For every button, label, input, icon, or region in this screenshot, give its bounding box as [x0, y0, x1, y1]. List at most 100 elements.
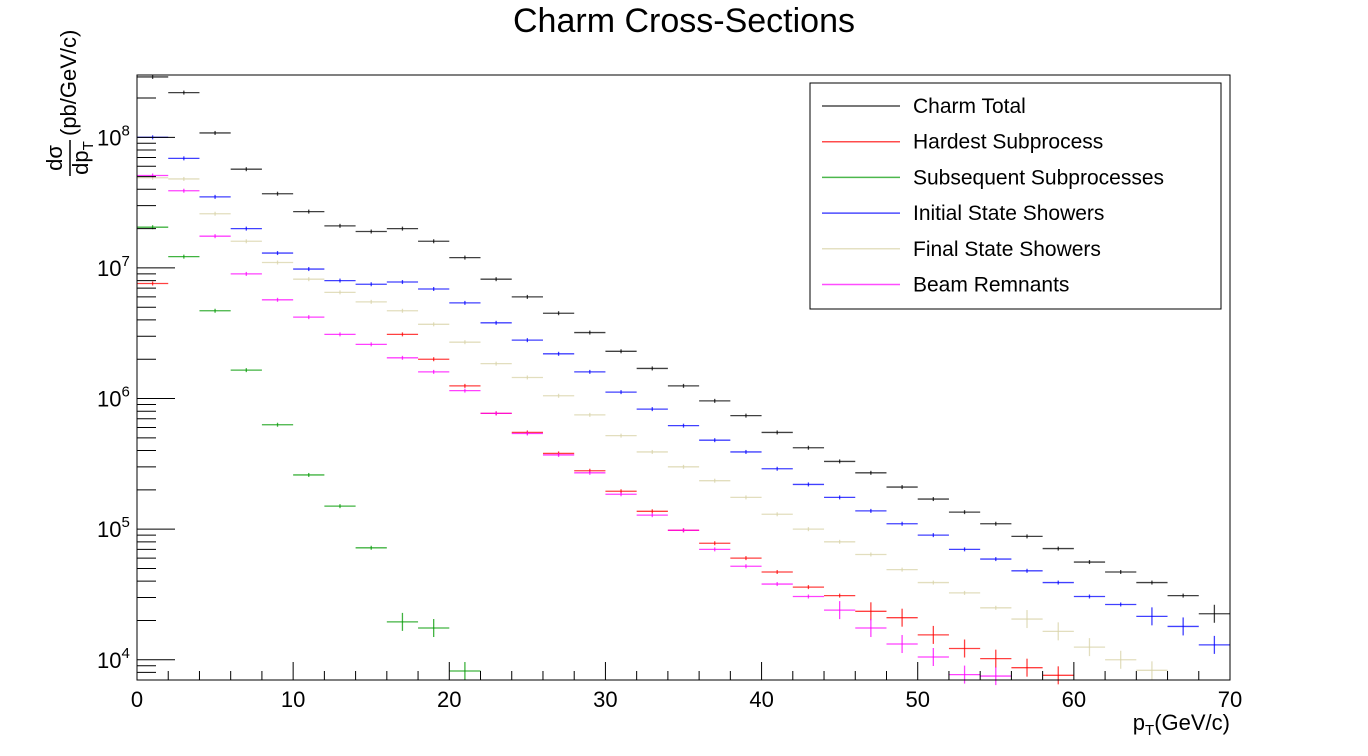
- data-point: [792, 585, 825, 590]
- data-point: [667, 464, 700, 469]
- data-point: [948, 590, 981, 595]
- data-point: [355, 342, 387, 347]
- data-point: [699, 547, 731, 552]
- data-point: [230, 368, 262, 373]
- axes: 0 10 20 30 40 50 60 70 104 105 106 107 108: [97, 74, 1242, 712]
- data-point: [261, 191, 294, 196]
- legend-item: Final State Showers: [822, 238, 1101, 261]
- data-point: [418, 619, 450, 638]
- data-point: [449, 383, 481, 388]
- x-axis-title-unit: (GeV/c): [1154, 710, 1230, 735]
- x-axis-title-sub: T: [1145, 722, 1154, 739]
- data-point: [761, 569, 793, 574]
- data-point: [168, 188, 200, 193]
- series-beam-remnants: [137, 173, 1012, 686]
- data-point: [168, 254, 200, 259]
- data-point: [574, 412, 606, 417]
- legend: Charm Total Hardest Subprocess Subsequent …: [809, 82, 1222, 310]
- y-tick-label: 107: [97, 253, 130, 281]
- data-point: [699, 438, 731, 443]
- data-point: [386, 355, 419, 360]
- data-point: [293, 277, 325, 282]
- data-point: [480, 320, 512, 325]
- data-point: [386, 308, 419, 313]
- data-point: [324, 504, 356, 509]
- data-point: [792, 594, 825, 599]
- data-point: [261, 260, 294, 265]
- data-point: [636, 513, 668, 518]
- data-layer: [137, 74, 1230, 686]
- data-point: [1198, 604, 1230, 623]
- data-point: [449, 255, 481, 260]
- y-axis-title-unit: (pb/GeV/c): [56, 30, 81, 136]
- data-point: [855, 508, 887, 513]
- data-point: [824, 459, 856, 464]
- data-point: [199, 194, 231, 199]
- data-point: [1073, 560, 1106, 565]
- data-point: [636, 449, 668, 454]
- data-point: [355, 229, 387, 234]
- x-axis-title: pT(GeV/c): [1133, 710, 1230, 739]
- data-point: [1011, 534, 1043, 539]
- data-point: [980, 557, 1012, 562]
- data-point: [1042, 546, 1074, 551]
- x-tick-label: 10: [281, 687, 305, 712]
- legend-item: Hardest Subprocess: [822, 131, 1103, 154]
- legend-label: Subsequent Subprocesses: [913, 166, 1164, 189]
- data-point: [324, 290, 356, 295]
- data-point: [355, 545, 387, 550]
- legend-label: Final State Showers: [913, 238, 1101, 261]
- data-point: [1136, 661, 1168, 680]
- data-point: [449, 300, 481, 305]
- data-point: [792, 445, 825, 450]
- y-tick-label: 106: [97, 384, 130, 412]
- legend-item: Beam Remnants: [822, 274, 1069, 297]
- data-point: [855, 602, 887, 621]
- x-tick-label: 30: [593, 687, 617, 712]
- legend-item: Subsequent Subprocesses: [822, 166, 1164, 189]
- legend-label: Hardest Subprocess: [913, 131, 1103, 154]
- data-point: [324, 332, 356, 337]
- x-tick-label: 20: [437, 687, 461, 712]
- data-point: [386, 226, 419, 231]
- data-point: [1167, 593, 1199, 598]
- data-point: [574, 470, 606, 475]
- data-point: [355, 282, 387, 287]
- data-point: [1105, 569, 1137, 574]
- x-tick-label: 50: [905, 687, 929, 712]
- data-point: [636, 509, 668, 514]
- y-tick-label: 108: [97, 122, 130, 150]
- data-point: [293, 315, 325, 320]
- x-tick-label: 40: [749, 687, 773, 712]
- data-point: [230, 167, 262, 172]
- x-tick-label: 60: [1062, 687, 1086, 712]
- y-axis-title: dσ dpT (pb/GeV/c): [42, 30, 97, 176]
- data-point: [824, 601, 856, 620]
- y-axis-title-numerator: dσ: [42, 145, 67, 171]
- data-point: [948, 665, 981, 684]
- series-final-state-showers: [137, 175, 1168, 680]
- data-point: [1042, 666, 1074, 685]
- data-point: [980, 521, 1012, 526]
- y-axis-title-denominator: dpT: [68, 141, 97, 175]
- data-point: [667, 528, 700, 533]
- y-tick-label: 105: [97, 514, 130, 542]
- data-point: [730, 495, 762, 500]
- data-point: [480, 277, 512, 282]
- data-point: [824, 593, 856, 598]
- data-point: [886, 521, 918, 526]
- data-point: [886, 485, 918, 490]
- data-point: [230, 226, 262, 231]
- data-point: [730, 564, 762, 569]
- data-point: [917, 648, 949, 667]
- data-point: [574, 369, 606, 374]
- data-point: [824, 495, 856, 500]
- data-point: [418, 357, 450, 362]
- data-point: [386, 280, 419, 285]
- data-point: [730, 556, 762, 561]
- data-point: [542, 452, 575, 457]
- data-point: [855, 552, 887, 557]
- data-point: [824, 539, 856, 544]
- series-hardest-subprocess: [137, 281, 1074, 685]
- data-point: [855, 470, 887, 475]
